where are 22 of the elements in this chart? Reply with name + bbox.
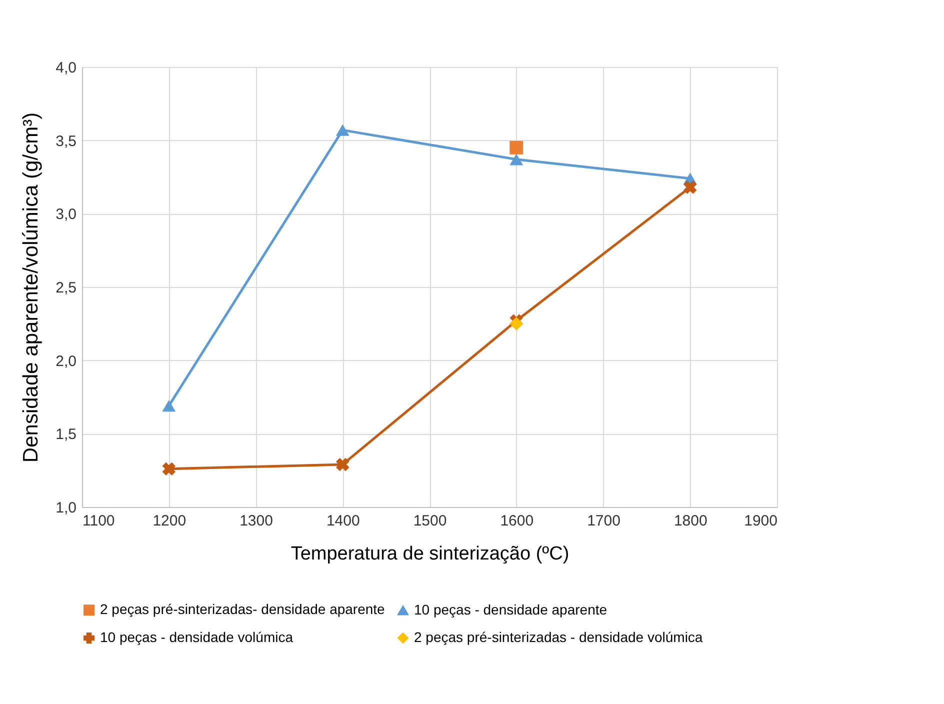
- x-tick-label: 1100: [82, 512, 115, 530]
- x-tick-label: 1200: [152, 512, 186, 530]
- legend-label: 2 peças pré-sinterizadas- densidade aparente: [100, 601, 386, 618]
- x-tick-label: 1500: [413, 512, 447, 530]
- x-tick-label: 1800: [674, 512, 708, 530]
- x-tick-label: 1400: [326, 512, 360, 530]
- y-tick-label: 1,0: [56, 500, 76, 516]
- y-tick-label: 1,5: [56, 426, 76, 444]
- y-tick-label: 2,0: [56, 352, 76, 370]
- x-tick-label: 1900: [744, 512, 778, 530]
- legend-label: 2 peças pré-sinterizadas - densidade volúmica: [414, 629, 703, 645]
- y-tick-label: 3,0: [56, 206, 76, 224]
- y-tick-label: 3,5: [56, 132, 76, 150]
- x-tick-label: 1700: [587, 512, 620, 530]
- legend-label: 10 peças - densidade aparente: [414, 601, 608, 618]
- x-tick-label: 1600: [500, 512, 534, 530]
- x-axis-title: Temperatura de sinterização (ºC): [290, 544, 570, 564]
- y-tick-label: 4,0: [56, 60, 76, 76]
- x-tick-label: 1300: [240, 512, 273, 530]
- y-tick-label: 2,5: [56, 280, 76, 296]
- legend-label: 10 peças - densidade volúmica: [100, 629, 294, 645]
- y-axis-title: Densidade aparente/volúmica (g/cm³): [20, 112, 43, 463]
